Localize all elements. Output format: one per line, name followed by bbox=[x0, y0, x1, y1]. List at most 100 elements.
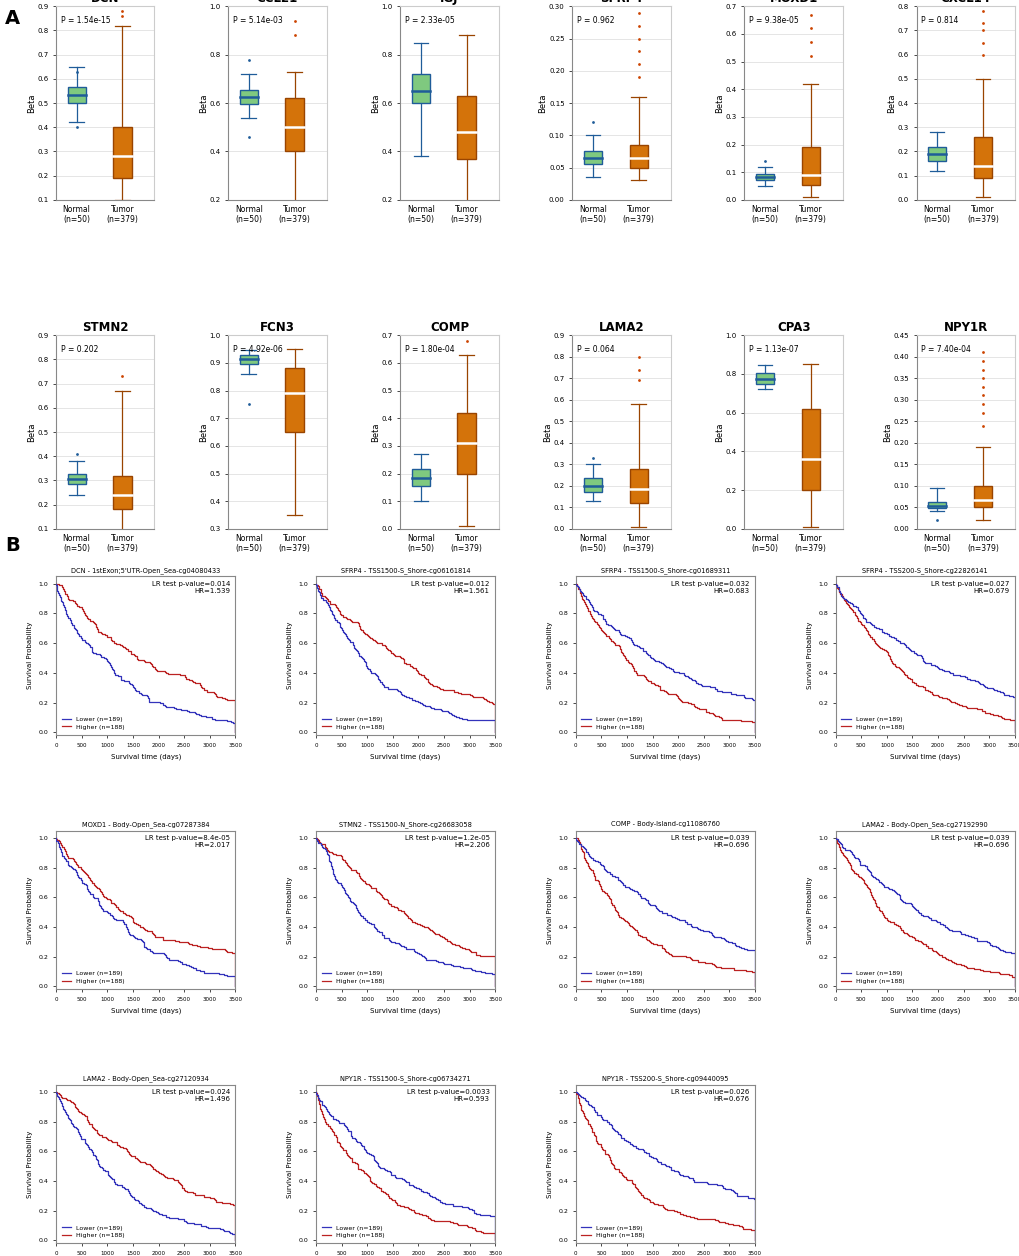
Bar bbox=[755, 373, 773, 383]
Y-axis label: Survival Probability: Survival Probability bbox=[286, 622, 292, 690]
Text: LR test p-value=0.027
HR=0.679: LR test p-value=0.027 HR=0.679 bbox=[930, 582, 1009, 594]
Bar bbox=[973, 486, 991, 507]
Text: P = 7.40e-04: P = 7.40e-04 bbox=[920, 345, 970, 354]
Title: COMP - Body-Island-cg11086760: COMP - Body-Island-cg11086760 bbox=[610, 821, 719, 828]
Title: NPY1R - TSS200-S_Shore-cg09440095: NPY1R - TSS200-S_Shore-cg09440095 bbox=[601, 1075, 728, 1083]
Y-axis label: Survival Probability: Survival Probability bbox=[286, 877, 292, 943]
Legend: Lower (n=189), Higher (n=188): Lower (n=189), Higher (n=188) bbox=[319, 1222, 386, 1241]
Text: A: A bbox=[5, 9, 20, 28]
Title: SFRP4: SFRP4 bbox=[600, 0, 642, 5]
Title: NPY1R: NPY1R bbox=[943, 322, 986, 334]
Legend: Lower (n=189), Higher (n=188): Lower (n=189), Higher (n=188) bbox=[319, 968, 386, 986]
Title: LAMA2 - Body-Open_Sea-cg27120934: LAMA2 - Body-Open_Sea-cg27120934 bbox=[83, 1075, 209, 1083]
Y-axis label: Beta: Beta bbox=[371, 422, 380, 442]
Text: LR test p-value=0.014
HR=1.539: LR test p-value=0.014 HR=1.539 bbox=[152, 582, 229, 594]
Text: LR test p-value=0.039
HR=0.696: LR test p-value=0.039 HR=0.696 bbox=[930, 835, 1009, 848]
Y-axis label: Beta: Beta bbox=[714, 422, 723, 442]
Legend: Lower (n=189), Higher (n=188): Lower (n=189), Higher (n=188) bbox=[579, 968, 646, 986]
X-axis label: Survival time (days): Survival time (days) bbox=[110, 754, 180, 760]
X-axis label: Survival time (days): Survival time (days) bbox=[630, 754, 700, 760]
X-axis label: Survival time (days): Survival time (days) bbox=[110, 1007, 180, 1014]
Text: P = 1.54e-15: P = 1.54e-15 bbox=[61, 16, 110, 25]
Text: LR test p-value=0.0033
HR=0.593: LR test p-value=0.0033 HR=0.593 bbox=[407, 1089, 489, 1103]
Title: SFRP4 - TSS1500-S_Shore-cg01689311: SFRP4 - TSS1500-S_Shore-cg01689311 bbox=[600, 568, 730, 574]
Y-axis label: Survival Probability: Survival Probability bbox=[546, 1130, 552, 1198]
Y-axis label: Beta: Beta bbox=[542, 422, 551, 442]
Y-axis label: Survival Probability: Survival Probability bbox=[546, 877, 552, 943]
Bar bbox=[412, 470, 430, 486]
Y-axis label: Survival Probability: Survival Probability bbox=[806, 877, 812, 943]
Y-axis label: Survival Probability: Survival Probability bbox=[546, 622, 552, 690]
Title: LAMA2: LAMA2 bbox=[598, 322, 644, 334]
Bar bbox=[285, 368, 304, 432]
Y-axis label: Beta: Beta bbox=[26, 93, 36, 113]
Text: P = 4.92e-06: P = 4.92e-06 bbox=[233, 345, 282, 354]
X-axis label: Survival time (days): Survival time (days) bbox=[890, 1007, 960, 1014]
Text: B: B bbox=[5, 536, 19, 555]
Y-axis label: Survival Probability: Survival Probability bbox=[28, 622, 33, 690]
Title: CXCL14: CXCL14 bbox=[940, 0, 989, 5]
Bar bbox=[457, 413, 475, 474]
Text: P = 1.13e-07: P = 1.13e-07 bbox=[749, 345, 798, 354]
Y-axis label: Beta: Beta bbox=[199, 93, 208, 113]
Title: STMN2 - TSS1500-N_Shore-cg26683058: STMN2 - TSS1500-N_Shore-cg26683058 bbox=[338, 821, 472, 828]
Bar bbox=[239, 89, 258, 104]
Text: P = 2.33e-05: P = 2.33e-05 bbox=[405, 16, 454, 25]
Text: LR test p-value=0.032
HR=0.683: LR test p-value=0.032 HR=0.683 bbox=[671, 582, 749, 594]
Bar bbox=[973, 137, 991, 178]
Y-axis label: Survival Probability: Survival Probability bbox=[28, 1130, 33, 1198]
Y-axis label: Beta: Beta bbox=[371, 93, 380, 113]
Text: LR test p-value=8.4e-05
HR=2.017: LR test p-value=8.4e-05 HR=2.017 bbox=[145, 835, 229, 848]
Title: MOXD1 - Body-Open_Sea-cg07287384: MOXD1 - Body-Open_Sea-cg07287384 bbox=[82, 821, 209, 828]
Text: LR test p-value=0.012
HR=1.561: LR test p-value=0.012 HR=1.561 bbox=[411, 582, 489, 594]
Title: STMN2: STMN2 bbox=[82, 322, 128, 334]
Text: LR test p-value=1.2e-05
HR=2.206: LR test p-value=1.2e-05 HR=2.206 bbox=[405, 835, 489, 848]
Bar bbox=[113, 127, 131, 178]
Legend: Lower (n=189), Higher (n=188): Lower (n=189), Higher (n=188) bbox=[579, 1222, 646, 1241]
Legend: Lower (n=189), Higher (n=188): Lower (n=189), Higher (n=188) bbox=[59, 715, 127, 732]
Title: CCL21: CCL21 bbox=[257, 0, 298, 5]
Bar bbox=[583, 152, 601, 165]
Bar bbox=[457, 95, 475, 158]
Title: LAMA2 - Body-Open_Sea-cg27192990: LAMA2 - Body-Open_Sea-cg27192990 bbox=[862, 821, 987, 828]
Bar bbox=[755, 173, 773, 181]
Bar bbox=[583, 479, 601, 492]
Text: P = 0.202: P = 0.202 bbox=[61, 345, 98, 354]
Title: SFRP4 - TSS1500-S_Shore-cg06161814: SFRP4 - TSS1500-S_Shore-cg06161814 bbox=[340, 568, 470, 574]
Text: P = 9.38e-05: P = 9.38e-05 bbox=[749, 16, 798, 25]
Legend: Lower (n=189), Higher (n=188): Lower (n=189), Higher (n=188) bbox=[319, 715, 386, 732]
Bar bbox=[927, 502, 946, 509]
Bar bbox=[67, 88, 86, 103]
X-axis label: Survival time (days): Survival time (days) bbox=[370, 1007, 440, 1014]
Title: NPY1R - TSS1500-S_Shore-cg06734271: NPY1R - TSS1500-S_Shore-cg06734271 bbox=[340, 1075, 471, 1083]
Legend: Lower (n=189), Higher (n=188): Lower (n=189), Higher (n=188) bbox=[838, 968, 906, 986]
Text: LR test p-value=0.026
HR=0.676: LR test p-value=0.026 HR=0.676 bbox=[671, 1089, 749, 1103]
Bar bbox=[927, 147, 946, 161]
Text: P = 1.80e-04: P = 1.80e-04 bbox=[405, 345, 454, 354]
X-axis label: Survival time (days): Survival time (days) bbox=[890, 754, 960, 760]
Title: SFRP4 - TSS200-S_Shore-cg22826141: SFRP4 - TSS200-S_Shore-cg22826141 bbox=[862, 568, 987, 574]
Bar bbox=[67, 475, 86, 484]
Legend: Lower (n=189), Higher (n=188): Lower (n=189), Higher (n=188) bbox=[59, 1222, 127, 1241]
Legend: Lower (n=189), Higher (n=188): Lower (n=189), Higher (n=188) bbox=[59, 968, 127, 986]
Legend: Lower (n=189), Higher (n=188): Lower (n=189), Higher (n=188) bbox=[838, 715, 906, 732]
Y-axis label: Beta: Beta bbox=[887, 93, 896, 113]
Y-axis label: Survival Probability: Survival Probability bbox=[806, 622, 812, 690]
Bar bbox=[801, 147, 819, 185]
Y-axis label: Beta: Beta bbox=[881, 422, 891, 442]
Bar bbox=[629, 144, 647, 167]
Title: IGJ: IGJ bbox=[440, 0, 459, 5]
Title: CPA3: CPA3 bbox=[776, 322, 809, 334]
Title: FCN3: FCN3 bbox=[260, 322, 294, 334]
Text: P = 5.14e-03: P = 5.14e-03 bbox=[233, 16, 282, 25]
Y-axis label: Survival Probability: Survival Probability bbox=[28, 877, 33, 943]
Text: LR test p-value=0.039
HR=0.696: LR test p-value=0.039 HR=0.696 bbox=[671, 835, 749, 848]
Text: P = 0.962: P = 0.962 bbox=[577, 16, 614, 25]
Text: LR test p-value=0.024
HR=1.496: LR test p-value=0.024 HR=1.496 bbox=[152, 1089, 229, 1103]
Y-axis label: Beta: Beta bbox=[26, 422, 36, 442]
Y-axis label: Beta: Beta bbox=[714, 93, 723, 113]
Text: P = 0.814: P = 0.814 bbox=[920, 16, 958, 25]
Y-axis label: Beta: Beta bbox=[199, 422, 208, 442]
X-axis label: Survival time (days): Survival time (days) bbox=[630, 1007, 700, 1014]
Bar bbox=[285, 98, 304, 152]
